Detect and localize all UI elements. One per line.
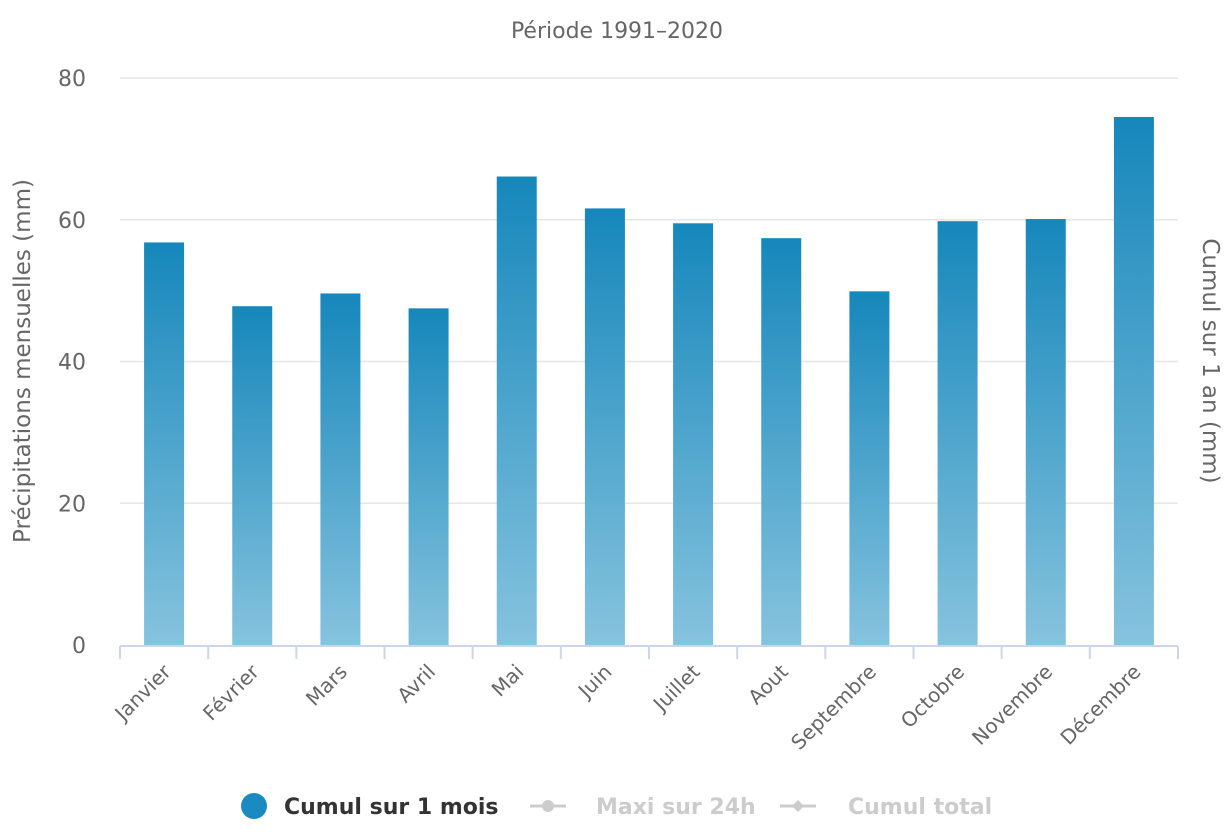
bar[interactable] [761,238,802,646]
y-tick-label: 80 [58,67,86,92]
y-tick-label: 40 [58,351,86,376]
bar[interactable] [408,308,449,645]
bar[interactable] [496,176,537,646]
x-axis: Janvier Février Mars Avril Mai Juin Juillet Aou… [109,645,1179,755]
legend-marker [792,800,804,812]
y-axis-label: Précipitations mensuelles (mm) [10,179,36,543]
bar[interactable] [320,293,361,645]
x-tick-label: Octobre [896,660,969,733]
bar[interactable] [232,306,273,645]
bar[interactable] [937,221,978,646]
x-tick-label: Avril [392,660,440,708]
x-tick-label: Aout [743,659,793,709]
y-tick-label: 20 [58,492,86,517]
x-tick-label: Juillet [647,659,705,717]
grid [120,77,1178,504]
x-tick-label: Mai [487,660,529,702]
legend-label: Maxi sur 24h [596,795,756,820]
legend-marker [241,793,267,819]
y-tick-label: 60 [58,209,86,234]
y-axis-right-label: Cumul sur 1 an (mm) [1197,238,1223,483]
y-axis-ticks: 0 20 40 60 80 [58,67,86,659]
x-tick-label: Mars [301,660,352,711]
bar[interactable] [673,223,714,645]
x-tick-label: Décembre [1055,660,1145,750]
legend: Cumul sur 1 mois Maxi sur 24h Cumul total [241,793,992,820]
x-tick-label: Juin [572,660,616,704]
legend-item[interactable]: Cumul total [780,795,992,820]
bar[interactable] [144,242,185,645]
legend-item[interactable]: Cumul sur 1 mois [241,793,499,820]
bar[interactable] [1113,116,1154,645]
legend-item[interactable]: Maxi sur 24h [530,795,756,820]
legend-label: Cumul sur 1 mois [284,795,499,820]
legend-marker [542,800,554,812]
x-tick-label: Septembre [786,660,881,755]
chart-title: Période 1991–2020 [511,19,723,44]
x-tick-label: Janvier [109,659,177,727]
y-tick-label: 0 [72,634,86,659]
bar[interactable] [1025,219,1066,645]
bar[interactable] [584,208,625,645]
bar[interactable] [849,291,890,645]
x-tick-label: Février [198,659,264,725]
bars [144,116,1154,646]
x-tick-label: Novembre [967,660,1057,750]
legend-label: Cumul total [848,795,992,820]
